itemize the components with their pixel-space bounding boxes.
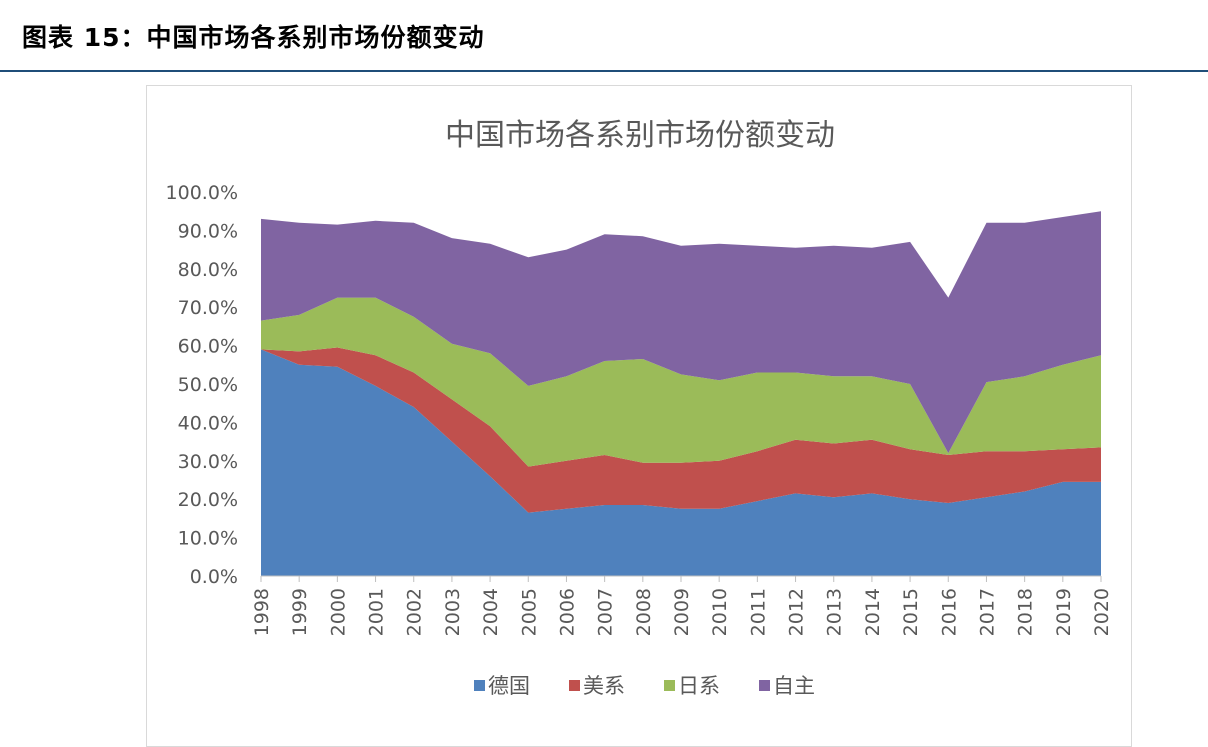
- area-series-2: [261, 347, 1101, 513]
- area-series-3: [261, 297, 1101, 467]
- legend: 德国 美系 日系 自主: [474, 674, 815, 698]
- y-tick-label: 20.0%: [178, 489, 238, 511]
- x-tick-label: 2017: [977, 588, 999, 636]
- y-tick-label: 80.0%: [178, 259, 238, 281]
- x-tick-label: 2004: [480, 588, 502, 636]
- x-axis: 1998 1999 2000 2001 2002 2003 2004 2005 2006 2007…: [251, 575, 1113, 636]
- legend-label: 美系: [583, 674, 625, 698]
- x-tick-label: 2016: [938, 588, 960, 636]
- x-tick-label: 2008: [633, 588, 655, 636]
- y-tick-label: 40.0%: [178, 412, 238, 434]
- x-tick-label: 2015: [900, 588, 922, 636]
- caption-divider: [0, 70, 1208, 72]
- area-series-group: [261, 211, 1101, 576]
- legend-swatch: [569, 680, 580, 691]
- y-tick-label: 10.0%: [178, 528, 238, 550]
- y-tick-label: 30.0%: [178, 451, 238, 473]
- x-tick-label: 2001: [366, 588, 388, 636]
- x-tick-label: 2009: [671, 588, 693, 636]
- figure-caption: 图表 15：中国市场各系别市场份额变动: [22, 23, 485, 52]
- x-tick-label: 2002: [404, 588, 426, 636]
- x-tick-label: 2014: [862, 588, 884, 636]
- x-tick-label: 2007: [595, 588, 617, 636]
- y-axis: 0.0% 10.0% 20.0% 30.0% 40.0% 50.0% 60.0% 70.0% 8…: [166, 182, 238, 588]
- x-tick-label: 2010: [709, 588, 731, 636]
- legend-swatch: [664, 680, 675, 691]
- y-tick-label: 0.0%: [190, 566, 238, 588]
- y-tick-label: 100.0%: [166, 182, 238, 204]
- x-tick-label: 1999: [289, 588, 311, 636]
- y-tick-label: 90.0%: [178, 220, 238, 242]
- legend-label: 德国: [488, 674, 530, 698]
- x-tick-label: 2003: [442, 588, 464, 636]
- legend-swatch: [474, 680, 485, 691]
- x-tick-label: 2018: [1015, 588, 1037, 636]
- x-tick-label: 2020: [1091, 588, 1113, 636]
- x-tick-label: 2000: [327, 588, 349, 636]
- y-tick-label: 60.0%: [178, 336, 238, 358]
- area-series-4: [261, 211, 1101, 454]
- legend-label: 自主: [773, 674, 815, 698]
- x-tick-label: 1998: [251, 588, 273, 636]
- x-tick-label: 2006: [557, 588, 579, 636]
- x-tick-label: 2012: [786, 588, 808, 636]
- legend-label: 日系: [678, 674, 720, 698]
- chart-title: 中国市场各系别市场份额变动: [445, 118, 835, 153]
- x-tick-label: 2005: [518, 588, 540, 636]
- stacked-area-chart: 中国市场各系别市场份额变动 0.0% 10.0% 20.0% 30.0% 40.0% 50…: [166, 118, 1113, 698]
- x-tick-label: 2019: [1053, 588, 1075, 636]
- x-tick-label: 2013: [824, 588, 846, 636]
- x-tick-label: 2011: [747, 588, 769, 636]
- area-series-1: [261, 349, 1101, 576]
- y-tick-label: 50.0%: [178, 374, 238, 396]
- y-tick-label: 70.0%: [178, 297, 238, 319]
- legend-swatch: [759, 680, 770, 691]
